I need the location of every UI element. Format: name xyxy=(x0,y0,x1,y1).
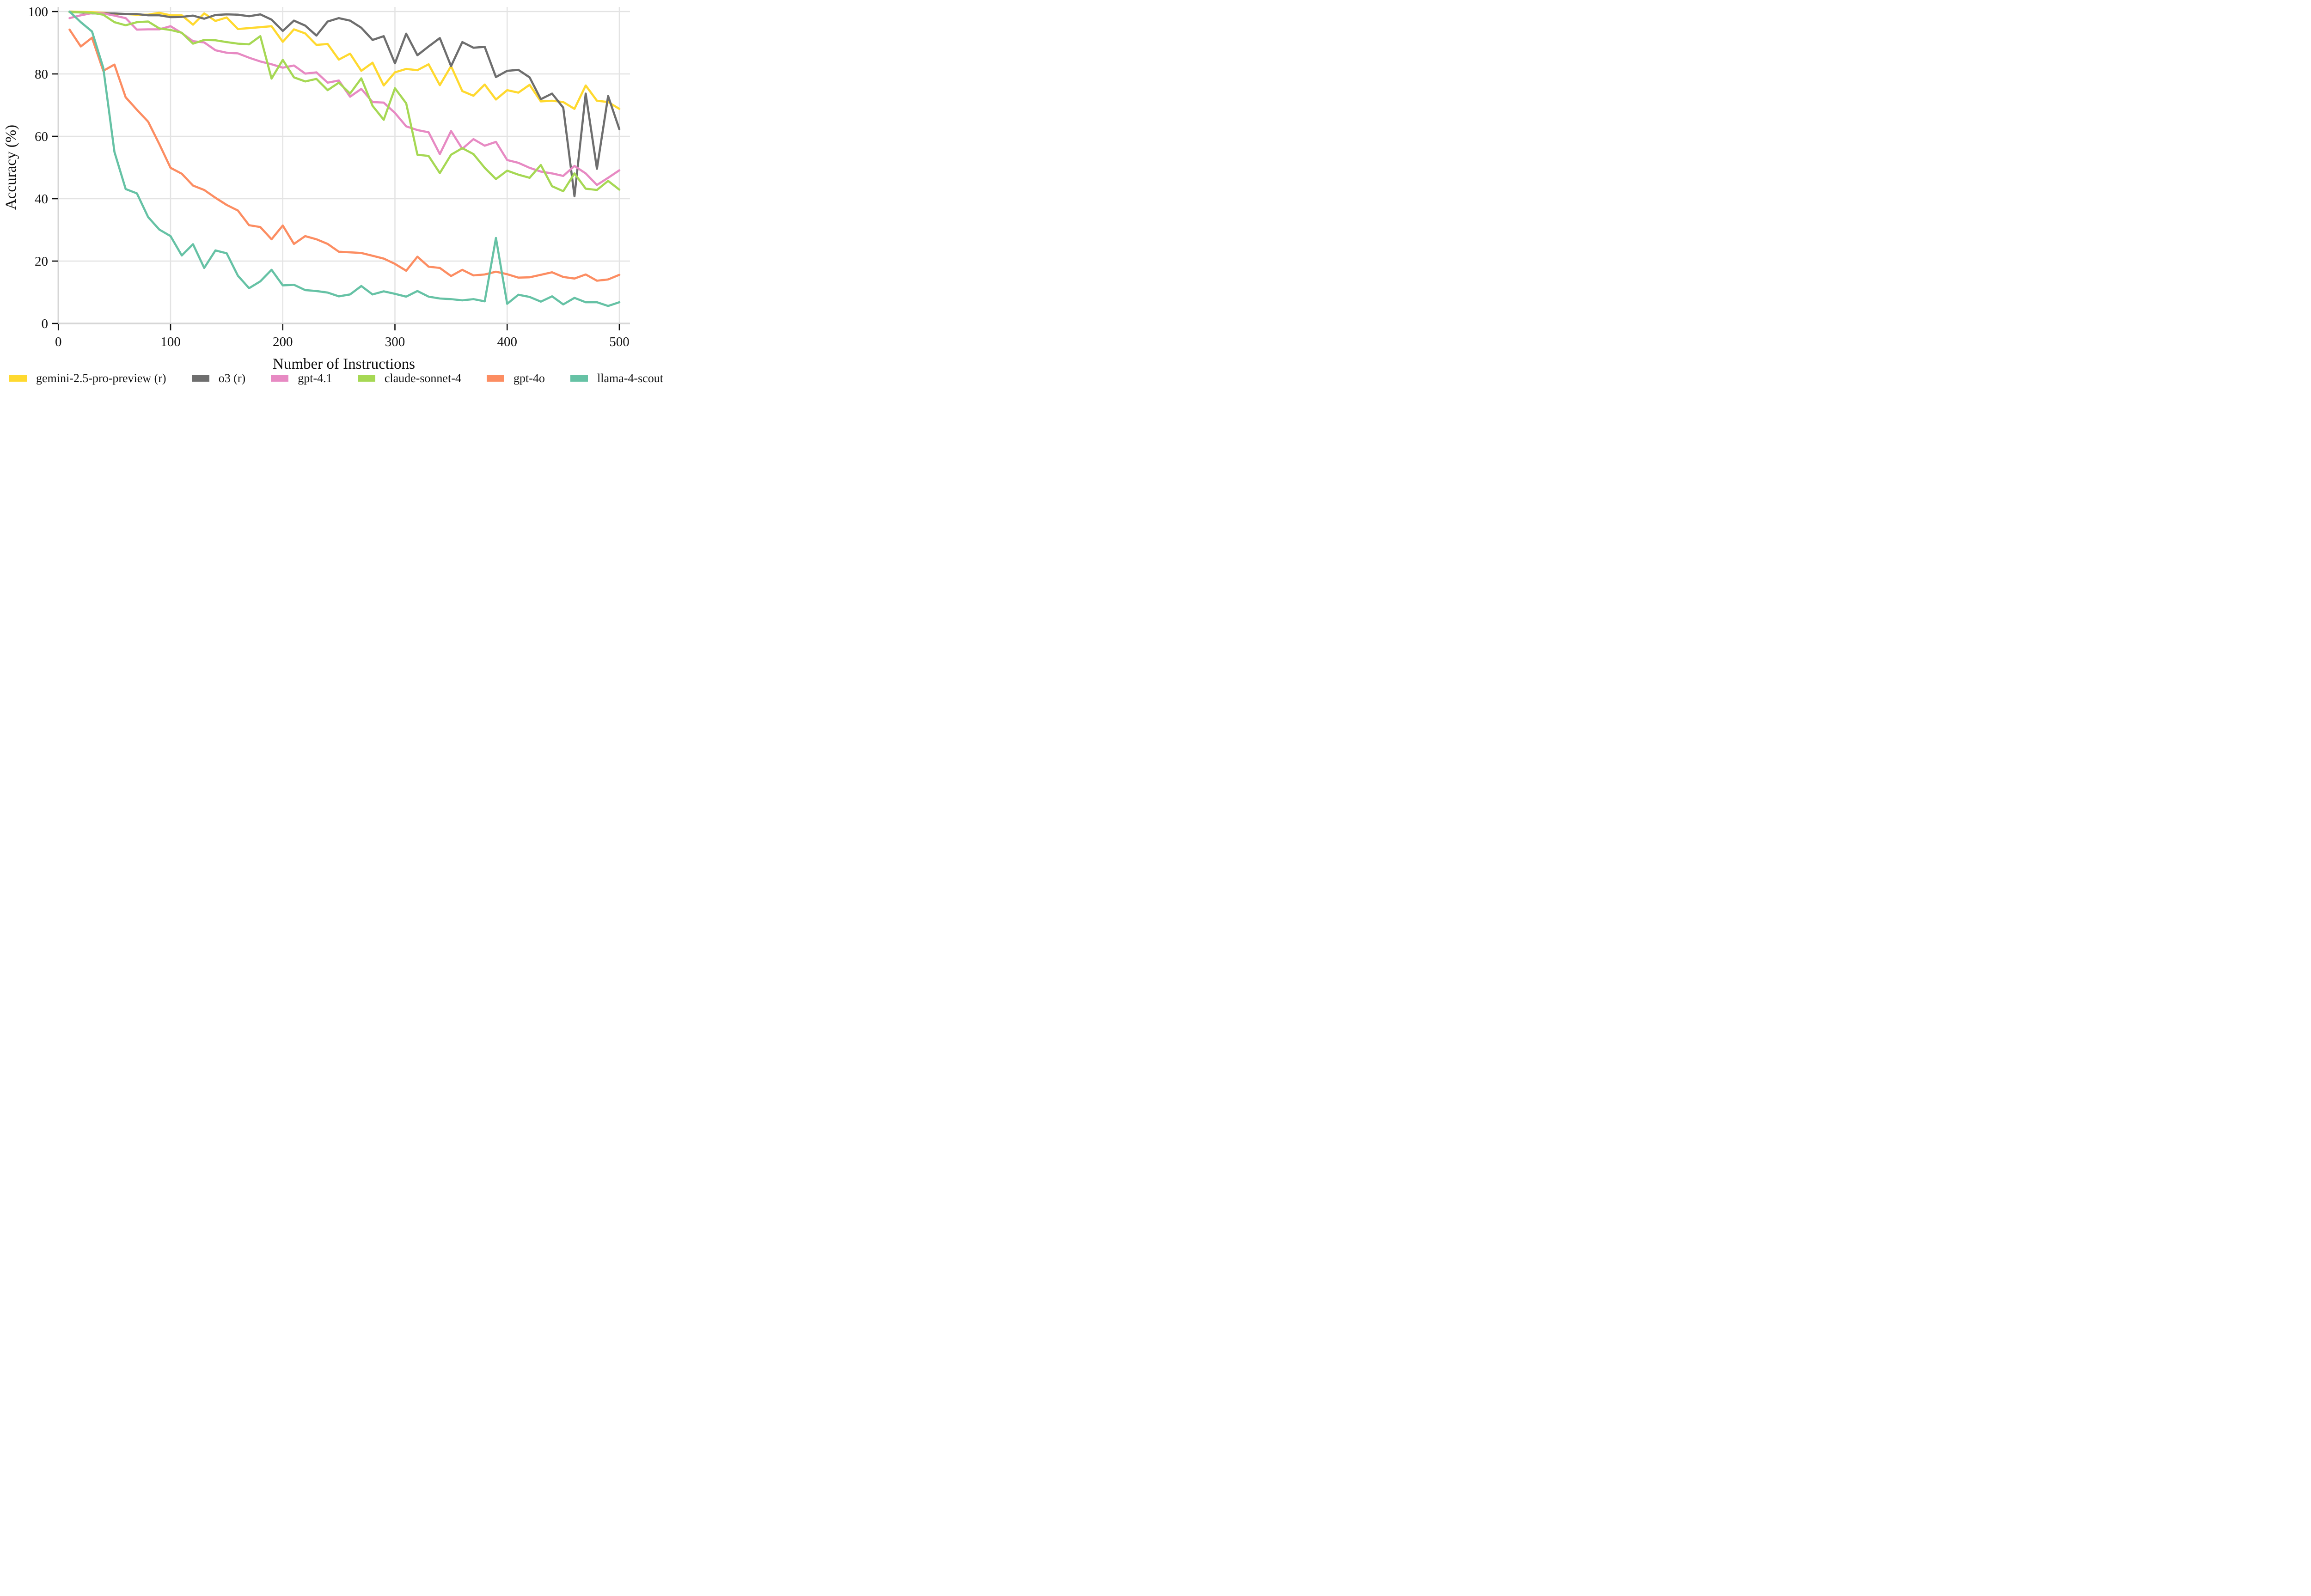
x-tick-label-0: 0 xyxy=(55,335,62,349)
y-tick-label-80: 80 xyxy=(35,67,48,82)
legend-label-gpt-4o: gpt-4o xyxy=(513,372,545,385)
legend-label-llama-4-scout: llama-4-scout xyxy=(597,372,663,385)
axis-tick-marks xyxy=(52,11,620,330)
x-tick-label-100: 100 xyxy=(160,335,181,349)
series-line-claude-sonnet-4 xyxy=(68,11,621,193)
series-line-gpt-4o xyxy=(68,28,621,282)
y-axis-title: Accuracy (%) xyxy=(3,125,19,210)
series-line-gemini-2-5-pro-preview-r xyxy=(68,10,621,110)
y-tick-label-60: 60 xyxy=(35,129,48,144)
y-tick-label-20: 20 xyxy=(35,254,48,269)
legend: gemini-2.5-pro-preview (r) o3 (r) gpt-4.1 c… xyxy=(0,372,673,384)
y-tick-label-40: 40 xyxy=(35,192,48,207)
x-tick-label-400: 400 xyxy=(497,335,518,349)
series-line-o3-r xyxy=(68,11,621,197)
x-axis-title: Number of Instructions xyxy=(273,356,415,372)
x-tick-label-200: 200 xyxy=(273,335,293,349)
gridlines xyxy=(58,7,630,323)
y-tick-label-100: 100 xyxy=(28,5,49,19)
legend-label-gpt-4-1: gpt-4.1 xyxy=(298,372,332,385)
legend-item-o3-r: o3 (r) xyxy=(191,372,246,385)
legend-label-o3-r: o3 (r) xyxy=(218,372,246,385)
legend-swatch-claude-sonnet-4 xyxy=(357,375,375,382)
axis-spines xyxy=(57,7,630,324)
y-tick-label-0: 0 xyxy=(42,317,49,331)
legend-item-gpt-4o: gpt-4o xyxy=(486,372,545,385)
accuracy-chart-figure: 0 20 40 60 80 100 0 100 200 300 400 500 Number of I… xyxy=(0,0,673,399)
legend-item-claude-sonnet-4: claude-sonnet-4 xyxy=(357,372,461,385)
series-lines xyxy=(68,10,621,307)
legend-item-gemini-2-5-pro-preview-r: gemini-2.5-pro-preview (r) xyxy=(9,372,166,384)
series-line-gpt-4-1 xyxy=(68,12,621,186)
legend-label-gemini-2-5-pro-preview-r: gemini-2.5-pro-preview (r) xyxy=(36,372,166,385)
legend-item-llama-4-scout: llama-4-scout xyxy=(570,372,663,384)
legend-label-claude-sonnet-4: claude-sonnet-4 xyxy=(384,372,461,385)
legend-swatch-gemini-2-5-pro-preview-r xyxy=(9,375,27,382)
series-line-llama-4-scout xyxy=(68,10,621,307)
x-tick-label-300: 300 xyxy=(385,335,405,349)
legend-item-gpt-4-1: gpt-4.1 xyxy=(271,372,332,384)
legend-swatch-o3-r xyxy=(191,375,209,382)
x-tick-label-500: 500 xyxy=(609,335,630,349)
legend-swatch-gpt-4-1 xyxy=(271,375,289,382)
accuracy-vs-instructions-line-chart: 0 20 40 60 80 100 0 100 200 300 400 500 Number of I… xyxy=(3,5,630,372)
legend-swatch-llama-4-scout xyxy=(570,375,588,382)
axis-tick-labels: 0 20 40 60 80 100 0 100 200 300 400 500 xyxy=(28,5,630,349)
legend-swatch-gpt-4o xyxy=(486,375,504,382)
